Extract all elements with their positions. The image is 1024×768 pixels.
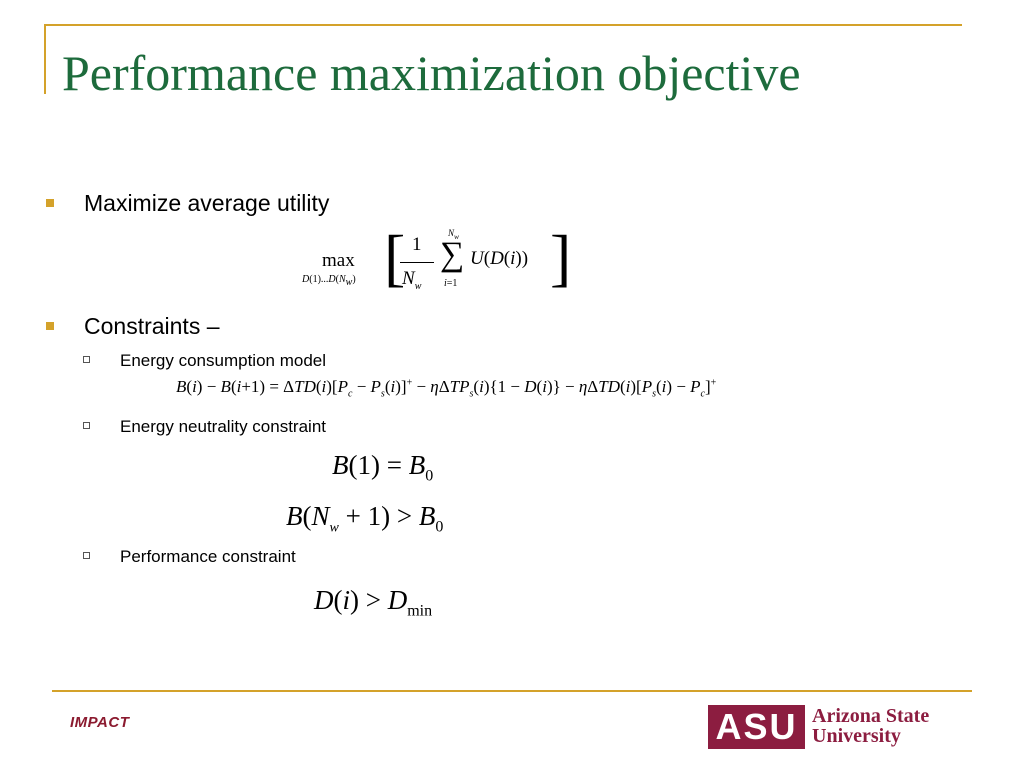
max-operator: max (322, 250, 355, 271)
asu-logo-mark: ASU (708, 705, 805, 749)
performance-equation: D(i) > Dmin (314, 585, 433, 620)
bullet-label: Maximize average utility (84, 190, 330, 216)
sub-bullet-box-icon (83, 552, 90, 559)
sub-bullet-box-icon (83, 356, 90, 363)
neutrality-equation-2: B(Nw + 1) > B0 (286, 501, 444, 536)
left-bracket: [ (384, 222, 406, 293)
impact-logo: IMPACT (70, 714, 130, 731)
bullet-constraints: Constraints – (46, 313, 220, 340)
sum-symbol: ∑ (440, 236, 465, 273)
asu-logo-text: Arizona State University (812, 705, 930, 747)
neutrality-equation-1: B(1) = B0 (332, 450, 434, 485)
sub-bullet-energy-model: Energy consumption model (83, 351, 326, 371)
right-bracket: ] (550, 222, 572, 293)
title-frame-top (44, 24, 962, 26)
sub-bullet-neutrality: Energy neutrality constraint (83, 417, 326, 437)
bullet-maximize: Maximize average utility (46, 190, 330, 217)
bullet-square-icon (46, 322, 54, 330)
fraction-bar (400, 262, 434, 263)
sub-bullet-performance: Performance constraint (83, 547, 296, 567)
bullet-label: Constraints – (84, 313, 220, 339)
title-frame-left (44, 24, 46, 94)
bullet-square-icon (46, 199, 54, 207)
objective-equation: max D(1)...D(Nw) [ 1 Nw Nw ∑ i=1 U(D(i))… (302, 222, 572, 293)
footer-separator (52, 690, 972, 692)
sub-bullet-box-icon (83, 422, 90, 429)
energy-model-equation: B(i) − B(i+1) = ΔTD(i)[Pc − Ps(i)]+ − ηΔ… (176, 377, 717, 400)
max-subscript: D(1)...D(Nw) (302, 274, 356, 288)
slide-title: Performance maximization objective (62, 45, 801, 101)
